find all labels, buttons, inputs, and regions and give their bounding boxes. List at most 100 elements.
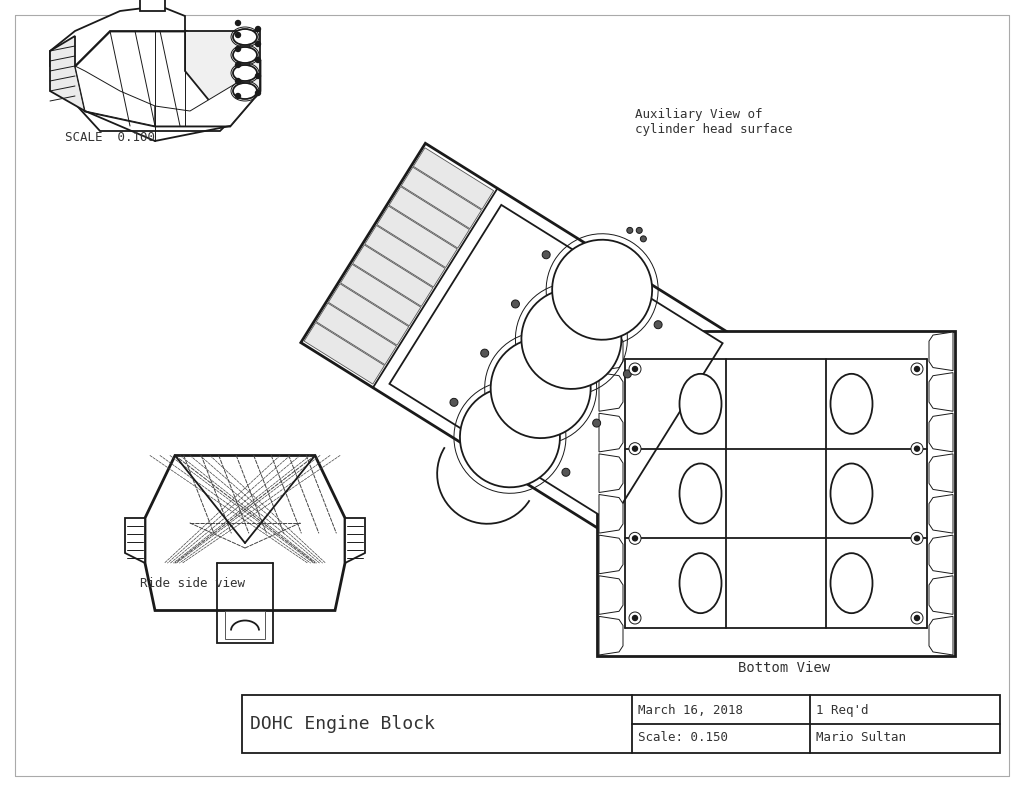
Text: Bottom View: Bottom View [738,661,830,675]
Ellipse shape [233,29,257,45]
Polygon shape [929,536,953,573]
Ellipse shape [680,464,722,524]
Text: DOHC Engine Block: DOHC Engine Block [250,715,435,733]
Circle shape [629,612,641,624]
Ellipse shape [460,388,560,487]
Ellipse shape [490,338,591,438]
Polygon shape [377,206,458,267]
Polygon shape [68,36,255,131]
Polygon shape [599,332,623,371]
Circle shape [256,58,260,62]
Polygon shape [316,303,396,365]
Ellipse shape [624,370,632,378]
Circle shape [256,27,260,32]
Polygon shape [155,81,260,126]
Ellipse shape [593,419,601,427]
Ellipse shape [680,374,722,433]
Polygon shape [599,576,623,615]
Polygon shape [341,264,421,326]
Polygon shape [185,31,260,126]
Polygon shape [50,6,185,66]
Ellipse shape [511,300,519,308]
Circle shape [629,532,641,544]
Circle shape [236,47,241,51]
Polygon shape [125,518,145,563]
Ellipse shape [480,349,488,358]
Polygon shape [599,536,623,573]
Circle shape [633,446,638,451]
Polygon shape [329,284,409,345]
Polygon shape [929,454,953,493]
Polygon shape [599,373,623,411]
Ellipse shape [627,227,633,233]
Ellipse shape [640,236,646,242]
Circle shape [911,363,923,375]
Polygon shape [140,0,165,11]
Circle shape [629,443,641,455]
Ellipse shape [450,399,458,407]
Circle shape [256,90,260,96]
Polygon shape [929,373,953,411]
Circle shape [256,74,260,78]
Polygon shape [929,576,953,615]
Circle shape [236,21,241,25]
Polygon shape [345,518,365,563]
Circle shape [911,443,923,455]
Polygon shape [304,323,384,384]
Circle shape [633,366,638,372]
Polygon shape [929,413,953,452]
Circle shape [236,32,241,37]
Text: 1 Req'd: 1 Req'd [816,703,868,717]
Ellipse shape [542,251,550,259]
Polygon shape [145,456,345,611]
Polygon shape [352,245,433,306]
Text: SCALE  0.100: SCALE 0.100 [65,131,155,144]
Polygon shape [50,36,85,111]
Ellipse shape [562,468,570,476]
Ellipse shape [233,65,257,81]
Ellipse shape [830,553,872,613]
Circle shape [236,78,241,84]
Circle shape [911,612,923,624]
Circle shape [914,615,920,620]
Ellipse shape [830,464,872,524]
Polygon shape [414,148,494,210]
Ellipse shape [636,227,642,233]
Circle shape [256,41,260,47]
Polygon shape [389,187,469,248]
Polygon shape [929,494,953,533]
Polygon shape [301,143,739,539]
Circle shape [914,366,920,372]
Circle shape [633,615,638,620]
Circle shape [911,532,923,544]
Polygon shape [242,695,1000,753]
Circle shape [914,446,920,451]
Polygon shape [365,225,445,287]
Polygon shape [75,66,155,126]
Ellipse shape [521,289,622,389]
Polygon shape [599,616,623,655]
Polygon shape [599,494,623,533]
Circle shape [236,62,241,67]
Text: Scale: 0.150: Scale: 0.150 [638,732,728,744]
Ellipse shape [654,320,663,329]
Ellipse shape [830,374,872,433]
Circle shape [629,363,641,375]
Circle shape [914,536,920,541]
Ellipse shape [552,240,652,340]
Text: Ride side view: Ride side view [140,577,245,590]
Ellipse shape [680,553,722,613]
Circle shape [633,536,638,541]
Text: Auxiliary View of
cylinder head surface: Auxiliary View of cylinder head surface [635,108,793,136]
Polygon shape [599,413,623,452]
Polygon shape [597,331,955,656]
Text: March 16, 2018: March 16, 2018 [638,703,743,717]
Ellipse shape [233,47,257,63]
Polygon shape [599,454,623,493]
Polygon shape [75,31,260,126]
Polygon shape [217,611,273,642]
Polygon shape [929,332,953,371]
Polygon shape [929,616,953,655]
Text: Mario Sultan: Mario Sultan [816,732,906,744]
Polygon shape [389,205,723,522]
